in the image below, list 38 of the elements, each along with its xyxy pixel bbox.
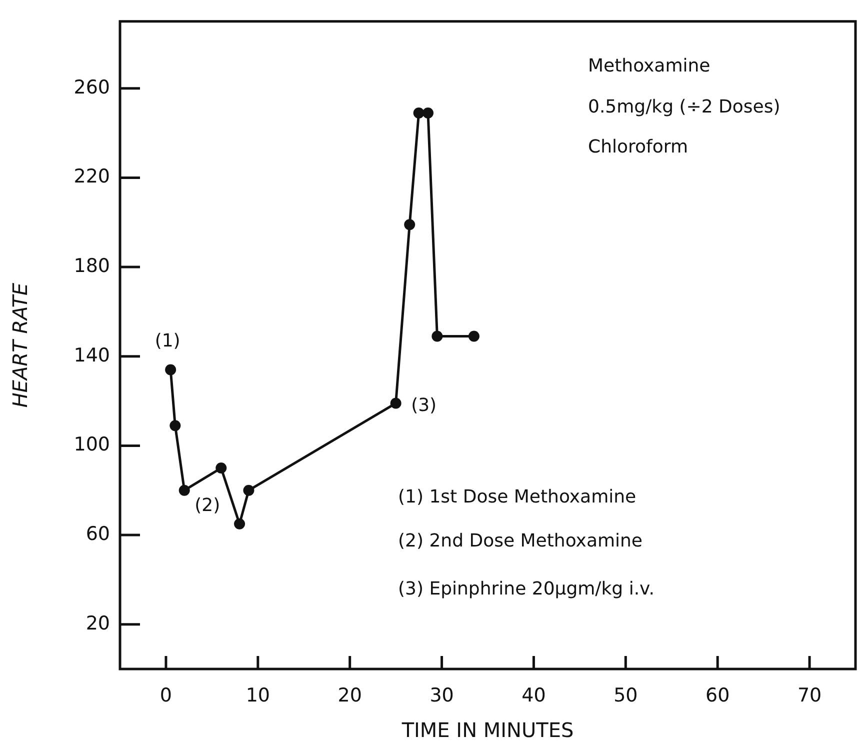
y-tick-label: 60 [86, 522, 110, 545]
annotation: (1) [154, 330, 180, 352]
point [432, 330, 443, 342]
point [170, 420, 181, 432]
annotation: Chloroform [588, 136, 688, 158]
point [413, 107, 424, 118]
point [178, 484, 190, 496]
point [165, 364, 176, 376]
point [404, 219, 416, 230]
point [234, 518, 246, 530]
annotation: (1) 1st Dose Methoxamine [398, 486, 636, 508]
x-tick-label: 40 [522, 684, 546, 706]
annotation: (2) 2nd Dose Methoxamine [398, 530, 643, 552]
y-tick-label: 100 [74, 434, 110, 456]
x-tick-label: 50 [614, 684, 638, 706]
x-tick-label: 10 [246, 684, 270, 706]
x-axis-title: TIME IN MINUTES [400, 718, 574, 742]
y-tick-label: 140 [74, 344, 110, 366]
point [468, 330, 480, 342]
y-tick-label: 220 [74, 166, 110, 188]
y-tick-label: 260 [74, 76, 110, 98]
y-axis-title: HEART RATE [8, 282, 32, 408]
point [216, 462, 227, 474]
y-tick-label: 180 [74, 254, 110, 277]
x-tick-label: 60 [706, 684, 730, 706]
point [422, 107, 434, 118]
x-tick-label: 30 [430, 684, 454, 706]
annotation: Methoxamine [588, 56, 710, 77]
annotation: (3) [411, 394, 437, 416]
point [390, 398, 402, 409]
point [243, 484, 254, 496]
annotation: (3) Epinphrine 20µgm/kg i.v. [398, 578, 655, 600]
x-tick-label: 0 [160, 684, 172, 706]
y-tick-label: 20 [86, 612, 110, 634]
x-tick-label: 70 [797, 684, 822, 706]
annotation: (2) [194, 495, 220, 516]
x-tick-label: 20 [338, 684, 362, 706]
annotation: 0.5mg/kg (÷2 Doses) [588, 96, 780, 118]
